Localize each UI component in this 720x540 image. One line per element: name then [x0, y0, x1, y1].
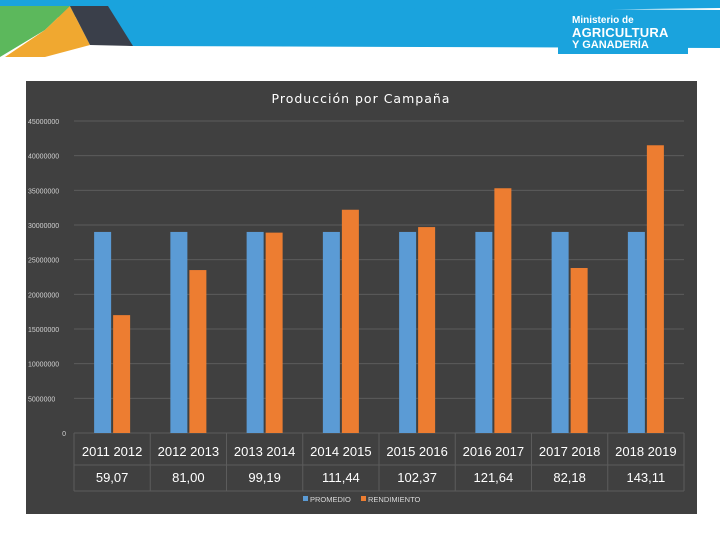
- bar-rendimiento-8: [646, 145, 664, 433]
- x-category-label: 2013 2014: [234, 444, 295, 459]
- bar-rendimiento-5: [418, 227, 436, 433]
- y-tick-label: 15000000: [28, 327, 59, 334]
- logo-line-2: AGRICULTURA: [572, 25, 669, 40]
- rendimiento-value: 121,64: [473, 470, 513, 485]
- header-green-triangle: [0, 6, 70, 57]
- header-graphic: [0, 0, 720, 62]
- y-tick-label: 40000000: [28, 154, 59, 161]
- x-category-label: 2016 2017: [463, 444, 524, 459]
- y-tick-label: 25000000: [28, 258, 59, 265]
- x-category-label: 2018 2019: [615, 444, 676, 459]
- rendimiento-value: 102,37: [397, 470, 437, 485]
- chart-panel: Producción por Campaña 45000000 40000000 35…: [26, 81, 697, 514]
- bar-rendimiento-4: [341, 209, 359, 433]
- rendimiento-value: 143,11: [626, 470, 665, 485]
- logo-line-1: Ministerio de: [572, 15, 634, 26]
- rendimiento-value: 82,18: [553, 470, 586, 485]
- x-category-label: 2014 2015: [310, 444, 371, 459]
- header-banner: Ministerio de AGRICULTURA Y GANADERÍA: [0, 0, 720, 62]
- chart-title: Producción por Campaña: [272, 91, 451, 106]
- bar-promedio-4: [322, 231, 340, 433]
- legend-label-promedio: PROMEDIO: [310, 495, 351, 504]
- y-tick-label: 35000000: [28, 188, 59, 195]
- production-chart: Producción por Campaña 45000000 40000000 35…: [28, 91, 685, 504]
- bar-rendimiento-1: [113, 315, 131, 433]
- y-tick-label: 20000000: [28, 292, 59, 299]
- legend-swatch-promedio: [303, 496, 308, 501]
- bar-rendimiento-7: [570, 267, 588, 433]
- y-tick-label: 5000000: [28, 396, 55, 403]
- rendimiento-value: 99,19: [248, 470, 281, 485]
- bar-rendimiento-2: [189, 270, 207, 433]
- bar-rendimiento-3: [265, 232, 283, 433]
- x-category-label: 2012 2013: [158, 444, 219, 459]
- x-category-label: 2015 2016: [386, 444, 447, 459]
- legend-label-rendimiento: RENDIMIENTO: [368, 495, 421, 504]
- header-blue-stripe: [60, 6, 720, 48]
- x-category-label: 2011 2012: [82, 444, 143, 459]
- bar-promedio-8: [627, 231, 645, 433]
- rendimiento-value: 111,44: [322, 470, 360, 485]
- bar-promedio-2: [170, 231, 188, 433]
- legend-swatch-rendimiento: [361, 496, 366, 501]
- bar-rendimiento-6: [494, 188, 512, 433]
- bar-promedio-3: [246, 231, 264, 433]
- bar-promedio-5: [399, 231, 417, 433]
- bar-promedio-1: [94, 231, 112, 433]
- ministry-logo: Ministerio de AGRICULTURA Y GANADERÍA: [558, 12, 688, 54]
- bar-promedio-7: [551, 231, 569, 433]
- bar-promedio-6: [475, 231, 493, 433]
- logo-line-3: Y GANADERÍA: [572, 39, 649, 51]
- y-tick-label: 0: [62, 431, 66, 438]
- rendimiento-value: 81,00: [172, 470, 205, 485]
- y-tick-label: 30000000: [28, 223, 59, 230]
- y-tick-label: 45000000: [28, 119, 59, 126]
- rendimiento-value: 59,07: [96, 470, 129, 485]
- header-yellow-triangle: [5, 6, 90, 57]
- x-category-label: 2017 2018: [539, 444, 600, 459]
- y-tick-label: 10000000: [28, 362, 59, 369]
- header-dark-triangle: [70, 6, 133, 46]
